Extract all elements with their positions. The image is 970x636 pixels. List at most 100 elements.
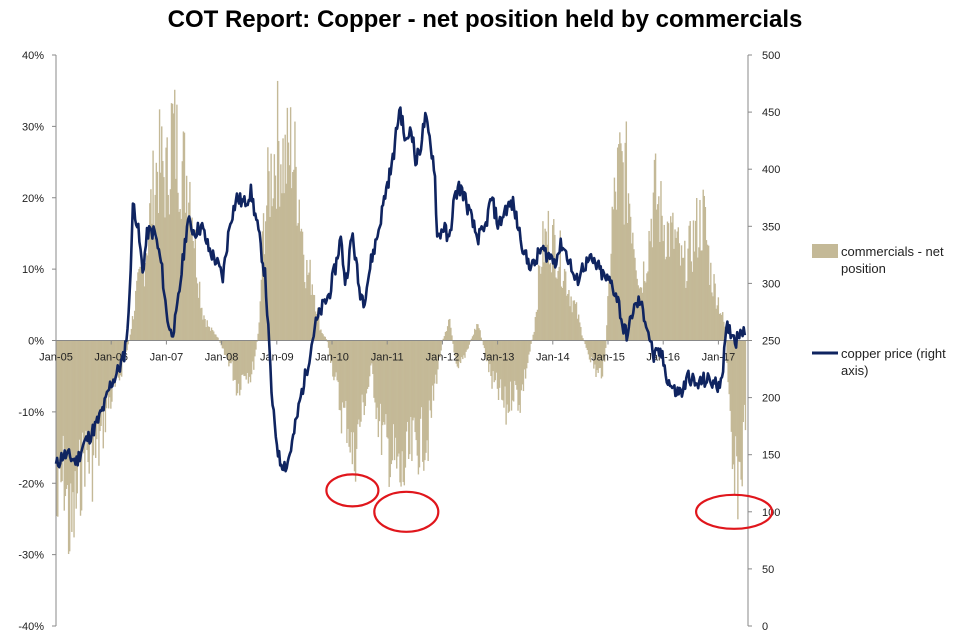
commercials-bar: [58, 340, 60, 461]
commercials-bar: [190, 233, 192, 341]
commercials-bar: [739, 340, 741, 463]
commercials-bar: [587, 340, 590, 355]
commercials-bar: [445, 331, 448, 341]
commercials-bar: [422, 340, 424, 462]
highlight-circle: [694, 493, 774, 530]
commercials-bar: [288, 165, 291, 341]
commercials-bar: [103, 340, 106, 406]
commercials-bar: [275, 208, 278, 341]
commercials-bar: [737, 340, 739, 520]
commercials-bar: [698, 247, 700, 341]
commercials-bar: [631, 243, 633, 341]
commercials-bar: [485, 340, 488, 362]
commercials-bar: [104, 340, 107, 433]
commercials-bar: [293, 169, 295, 341]
commercials-bar: [334, 340, 336, 377]
commercials-bar: [691, 271, 694, 341]
commercials-bar: [595, 340, 597, 377]
commercials-bar: [187, 225, 189, 341]
commercials-bar: [156, 171, 159, 341]
commercials-bar: [741, 340, 743, 487]
left-tick-label: -10%: [18, 407, 44, 419]
commercials-bar: [589, 340, 592, 363]
commercials-bar: [240, 340, 242, 390]
commercials-bar: [232, 340, 234, 381]
commercials-bar: [599, 340, 602, 368]
commercials-bar: [99, 340, 101, 432]
commercials-bar: [501, 340, 503, 400]
commercials-bar: [132, 319, 135, 341]
annotation-layer: [325, 473, 774, 533]
commercials-bar: [618, 144, 620, 341]
commercials-bar: [625, 121, 628, 341]
commercials-bar: [146, 255, 149, 341]
commercials-bar: [419, 340, 422, 419]
commercials-bar: [155, 162, 158, 341]
commercials-bar: [457, 340, 460, 369]
commercials-bar: [179, 209, 181, 341]
commercials-bar: [615, 209, 618, 341]
commercials-bar: [443, 336, 446, 341]
commercials-bar: [540, 273, 542, 341]
commercials-bar: [567, 293, 569, 341]
commercials-bar: [183, 132, 186, 341]
commercials-bar: [476, 324, 478, 341]
commercials-bar: [287, 142, 290, 341]
commercials-bar: [96, 340, 98, 440]
commercials-bar: [260, 279, 263, 341]
commercials-bar: [704, 207, 707, 341]
commercials-bar: [268, 171, 270, 341]
commercials-bar: [594, 340, 596, 365]
commercials-bar: [197, 297, 200, 341]
commercials-bar: [684, 240, 686, 341]
commercials-bar: [246, 340, 248, 373]
commercials-bar: [581, 335, 583, 341]
commercials-bar: [135, 290, 137, 341]
commercials-bar: [690, 261, 692, 341]
commercials-bar: [510, 340, 513, 411]
commercials-bar: [111, 340, 113, 402]
commercials-bar: [493, 340, 495, 383]
commercials-bar: [385, 340, 387, 415]
commercials-bar: [420, 340, 423, 408]
commercials-bar: [321, 332, 323, 341]
commercials-bar: [97, 340, 99, 425]
commercials-bar: [633, 249, 635, 341]
commercials-bar: [114, 340, 116, 387]
commercials-bar: [247, 340, 250, 384]
commercials-bar: [621, 151, 623, 341]
legend-swatch-commercials: [812, 244, 838, 258]
left-tick-label: -20%: [18, 478, 44, 490]
commercials-bar: [579, 322, 581, 341]
commercials-bar: [344, 340, 346, 408]
commercials-bar: [346, 340, 348, 444]
commercials-bar: [710, 262, 712, 341]
commercials-bar: [375, 340, 377, 420]
commercials-bar: [263, 254, 266, 341]
commercials-bar: [497, 340, 500, 400]
commercials-bar: [678, 243, 681, 341]
commercials-bar: [204, 319, 206, 341]
commercials-bar: [194, 229, 197, 341]
commercials-bar: [195, 277, 198, 341]
commercials-bar: [738, 340, 740, 462]
commercials-bar: [126, 340, 128, 351]
commercials-bar: [244, 340, 246, 376]
right-tick-label: 500: [762, 50, 780, 62]
commercials-bar: [471, 336, 474, 341]
commercials-bar: [60, 340, 62, 483]
commercials-bar: [502, 340, 504, 401]
commercials-bar: [503, 340, 505, 408]
commercials-bar: [78, 340, 81, 440]
x-tick-label: Jan-07: [150, 352, 184, 364]
commercials-bar: [530, 340, 532, 344]
commercials-bar: [500, 340, 502, 380]
commercials-bar: [584, 340, 586, 345]
commercials-bar: [355, 340, 358, 449]
commercials-bar: [119, 340, 122, 376]
commercials-bar: [373, 340, 375, 398]
commercials-bar: [169, 189, 172, 341]
commercials-bar: [576, 318, 579, 341]
x-tick-label: Jan-09: [260, 352, 294, 364]
